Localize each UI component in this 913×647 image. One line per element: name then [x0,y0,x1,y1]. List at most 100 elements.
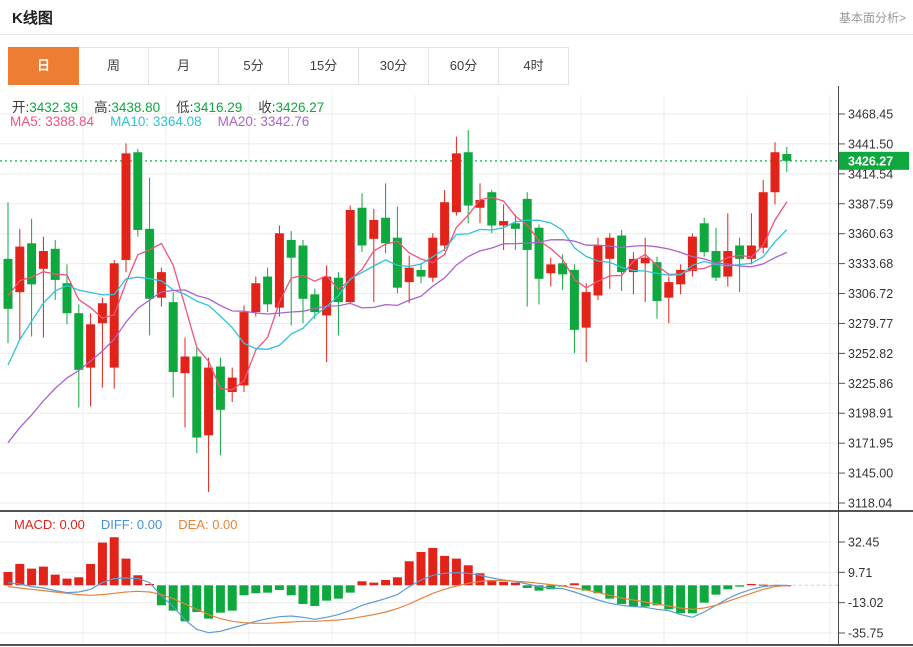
macd-bar [239,585,249,596]
macd-bar [145,583,155,586]
candle [156,267,166,307]
macd-bar [109,537,119,586]
candle [204,357,214,492]
candle [298,239,308,324]
macd-bar [204,585,214,619]
ma10-line [7,219,788,366]
macd-bar [723,585,733,590]
candle [463,130,473,224]
tab-60分[interactable]: 60分 [429,47,499,85]
macd-bar [711,585,721,595]
candle [746,213,756,265]
macd-bar [605,585,615,599]
candle [522,192,532,307]
macd-bar [487,579,497,586]
price-axis-label: 3468.45 [848,108,893,122]
page-title: K线图 [12,10,53,27]
macd-bar [628,585,638,607]
macd-bar [593,585,603,594]
price-axis-label: 3145.00 [848,467,893,481]
macd-bar [192,585,202,612]
candle [546,257,556,287]
candle [145,177,155,336]
tab-5分[interactable]: 5分 [219,47,289,85]
fundamental-analysis-link[interactable]: 基本面分析> [838,11,906,25]
macd-bar [499,581,509,586]
candle [617,229,627,292]
candle [121,143,131,273]
candle [38,236,48,338]
interval-tab-bar: 日周月 5分 15分 30分 60分 4时 [8,47,569,85]
candle [699,217,709,257]
macd-bar [392,577,402,586]
macd-axis-label: 9.71 [848,566,872,580]
macd-bar [463,565,473,586]
tab-周[interactable]: 周 [79,47,149,85]
macd-bar [50,574,60,586]
candle [487,189,497,234]
tab-4时[interactable]: 4时 [499,47,569,85]
price-axis-label: 3414.54 [848,167,893,181]
macd-bar [345,585,355,593]
price-axis-label: 3279.77 [848,317,893,331]
tab-月[interactable]: 月 [149,47,219,85]
ma5-line [7,196,788,391]
candle [581,283,591,363]
price-axis-label: 3333.68 [848,257,893,271]
candle [782,146,792,172]
kline-chart[interactable]: 3468.45 3441.50 3414.54 3387.59 3360.63 3333.… [0,86,913,647]
candle [392,206,402,294]
candle [3,202,13,344]
macd-bar [758,584,768,586]
macd-bar [546,585,556,590]
candle [664,276,674,324]
candle [652,256,662,319]
candle [510,214,520,250]
macd-bar [322,585,332,601]
candle [369,208,379,303]
macd-bar [180,585,190,622]
macd-bar [640,585,650,607]
candle [227,367,237,403]
macd-bar [286,585,296,596]
price-axis-label: 3387.59 [848,197,893,211]
macd-bar [687,585,697,614]
diff-line [7,571,787,634]
macd-bar [451,558,461,586]
macd-bar [298,585,308,604]
candle [322,265,332,363]
candle [345,205,355,305]
macd-bar [699,585,709,603]
macd-bar [510,582,520,586]
grid-lines [0,95,839,643]
macd-bar [381,579,391,586]
candle [74,304,84,408]
tab-30分[interactable]: 30分 [359,47,429,85]
price-axis-label: 3225.86 [848,377,893,391]
macd-bar [357,581,367,586]
tab-日[interactable]: 日 [8,47,79,85]
candle [770,142,780,205]
macd-axis-label: 32.45 [848,535,879,549]
candle [310,288,320,319]
candle [593,237,603,300]
macd-bar [676,585,686,614]
macd-bar [746,583,756,586]
price-axis: 3468.45 3441.50 3414.54 3387.59 3360.63 3333.… [838,108,893,640]
macd-bar [215,585,225,613]
macd-bar [86,563,96,586]
macd-bar [522,585,532,588]
macd-bar [333,585,343,599]
candle [428,233,438,283]
price-axis-label: 3171.95 [848,437,893,451]
macd-bar [38,566,48,586]
tab-15分[interactable]: 15分 [289,47,359,85]
candle [109,259,119,389]
candle [133,148,143,237]
last-price-badge-value: 3426.27 [848,154,893,168]
candle [239,305,249,393]
price-axis-label: 3118.04 [848,497,892,511]
macd-bar [652,585,662,606]
candle [62,264,72,325]
macd-bar [310,585,320,606]
